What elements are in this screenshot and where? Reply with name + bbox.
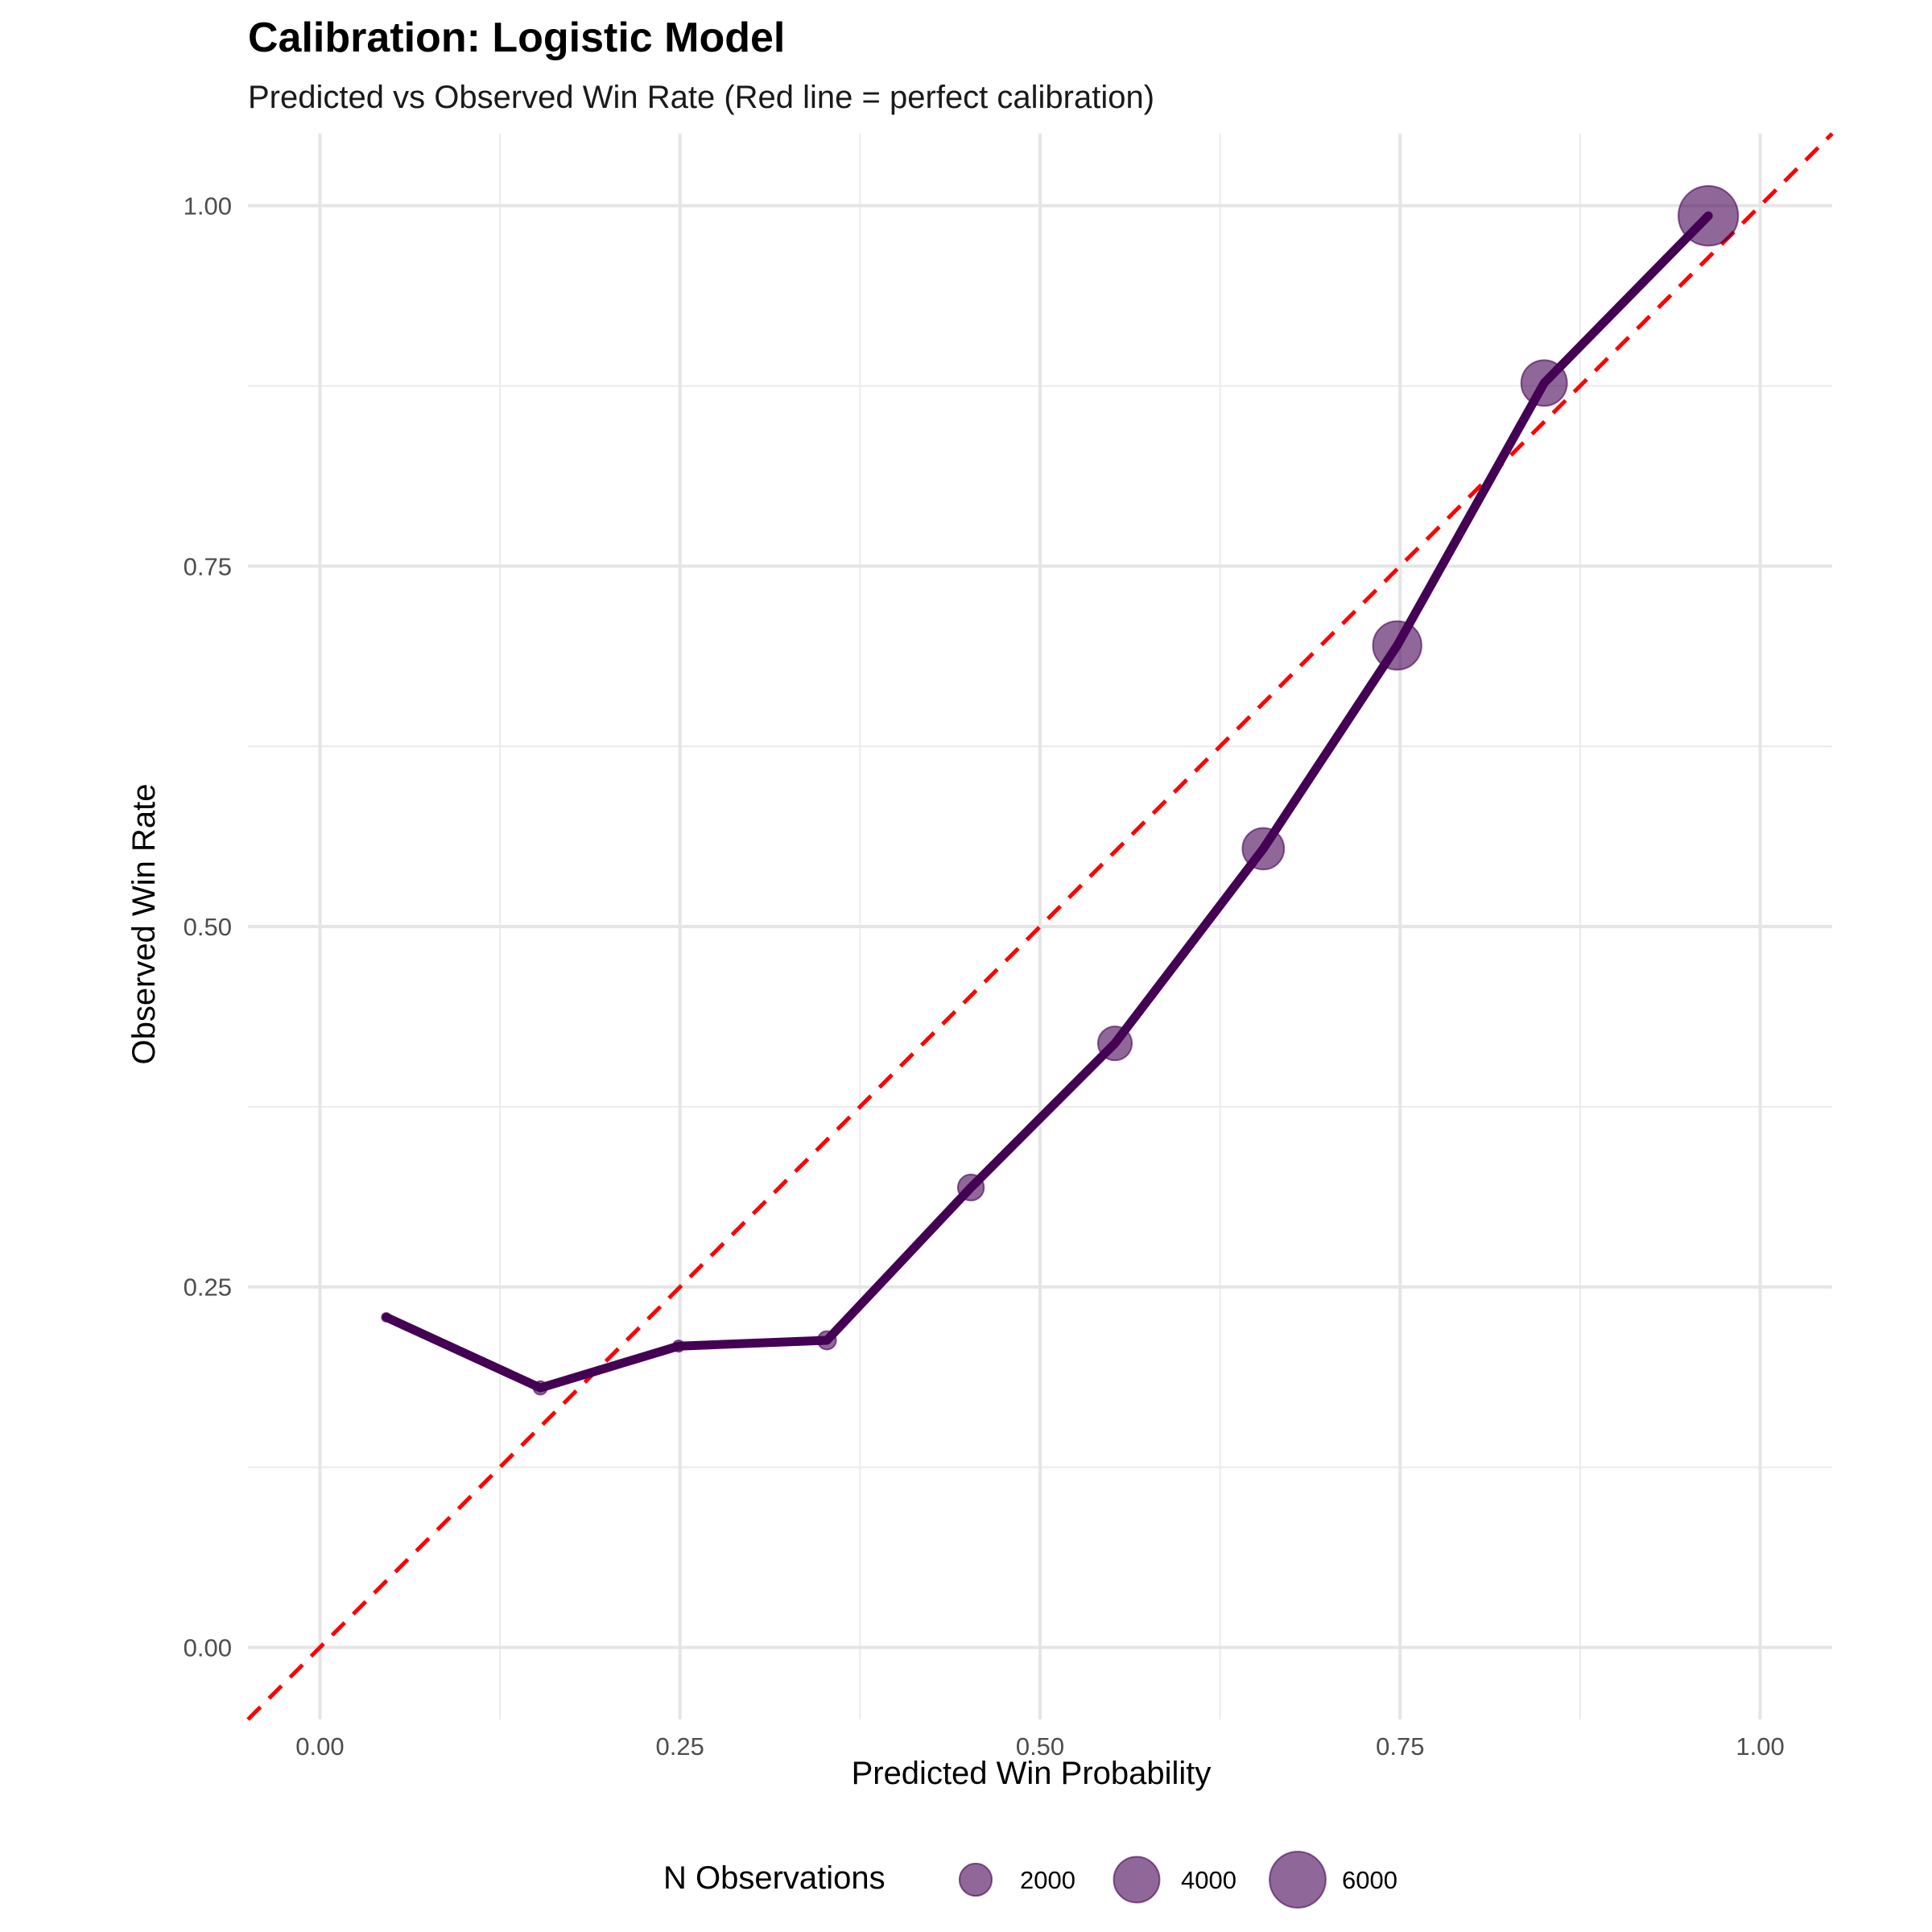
y-tick-label: 0.00	[184, 1633, 232, 1662]
x-axis-title: Predicted Win Probability	[852, 1756, 1212, 1791]
legend-key	[1269, 1851, 1327, 1909]
x-tick-label: 0.25	[656, 1732, 704, 1761]
calibration-point	[671, 1340, 686, 1353]
y-axis-title: Observed Win Rate	[126, 783, 162, 1064]
chart-subtitle: Predicted vs Observed Win Rate (Red line…	[248, 80, 1154, 115]
legend-key	[1113, 1856, 1161, 1904]
reference-line-group	[246, 132, 1834, 1721]
calibration-line	[382, 211, 1713, 1393]
calibration-point	[1520, 359, 1568, 407]
y-axis-ticks: 0.00 0.25 0.50 0.75 1.00	[184, 192, 232, 1662]
calibration-point	[1678, 184, 1740, 247]
y-tick-label: 0.75	[184, 552, 232, 580]
legend-key	[958, 1862, 993, 1897]
calibration-point	[1241, 827, 1286, 871]
size-legend: N Observations 2000 4000 6000	[663, 1851, 1397, 1909]
calibration-point	[532, 1380, 548, 1396]
calibration-point	[381, 1311, 392, 1323]
legend-title: N Observations	[663, 1860, 886, 1896]
y-tick-label: 0.25	[184, 1274, 232, 1302]
calibration-point	[1372, 620, 1422, 671]
x-tick-label: 0.75	[1376, 1732, 1424, 1761]
legend-label: 4000	[1181, 1866, 1236, 1894]
legend-label: 2000	[1020, 1866, 1075, 1894]
x-tick-label: 1.00	[1736, 1732, 1784, 1761]
legend-label: 6000	[1342, 1866, 1397, 1894]
calibration-series	[381, 184, 1740, 1396]
chart-title: Calibration: Logistic Model	[248, 14, 785, 61]
y-tick-label: 1.00	[184, 192, 232, 221]
y-tick-label: 0.50	[184, 913, 232, 941]
x-tick-label: 0.50	[1016, 1732, 1064, 1761]
calibration-point	[956, 1173, 985, 1202]
x-tick-label: 0.00	[295, 1732, 344, 1761]
major-gridlines	[248, 134, 1832, 1719]
x-axis-ticks: 0.00 0.25 0.50 0.75 1.00	[295, 1732, 1784, 1761]
perfect-calibration-line	[246, 132, 1834, 1721]
calibration-point	[1096, 1025, 1133, 1062]
calibration-point	[816, 1330, 837, 1351]
